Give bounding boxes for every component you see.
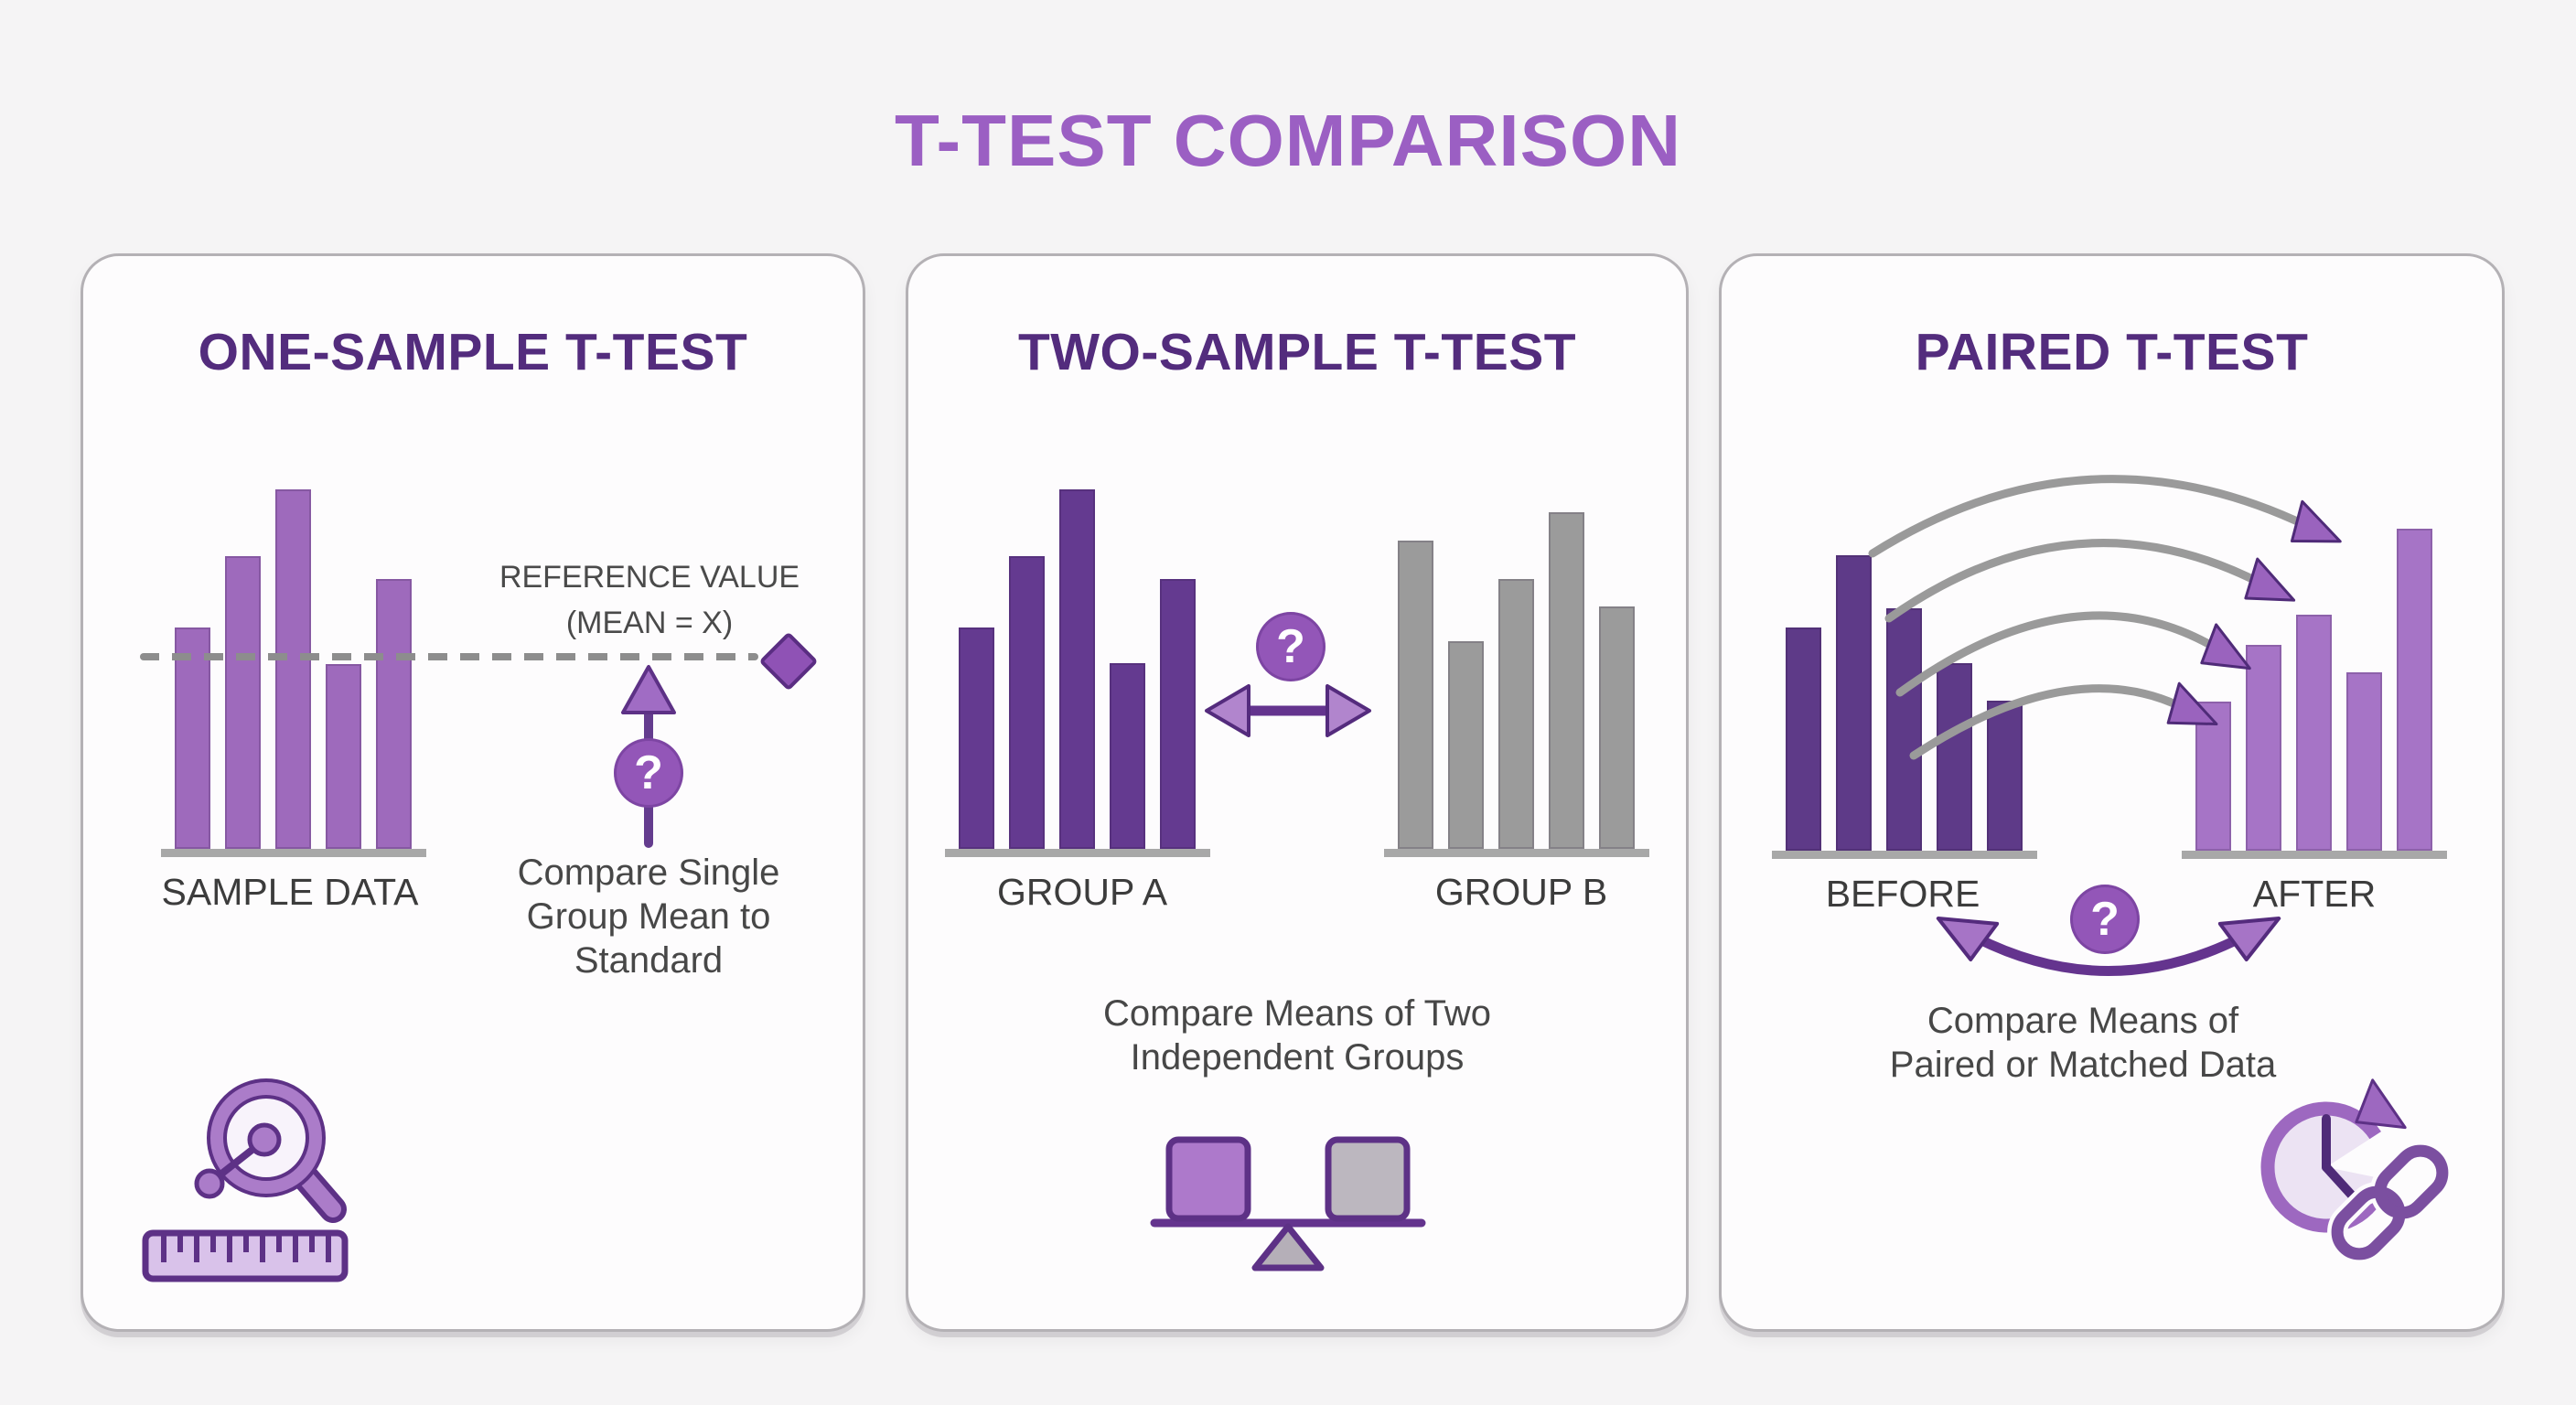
after-label: AFTER: [2252, 873, 2377, 915]
reference-value-line1: REFERENCE VALUE: [499, 560, 800, 595]
clock-icon: [2260, 1078, 2456, 1233]
bar: [1549, 512, 1584, 849]
clock-link-icon: [2260, 1078, 2456, 1264]
question-mark-badge: ?: [1256, 612, 1326, 681]
desc-line: Group Mean to: [526, 896, 771, 937]
desc-line: Compare Means of Two: [1103, 993, 1491, 1034]
reference-value-line2: (MEAN = X): [565, 606, 734, 640]
bar: [1009, 556, 1045, 849]
double-arrow-icon: [1205, 684, 1371, 737]
desc-line: Compare Single: [517, 853, 780, 893]
magnifier-ruler-icon: [142, 1078, 349, 1282]
bar: [2195, 702, 2231, 851]
bar: [1987, 701, 2023, 851]
bar: [376, 579, 412, 849]
chart-baseline: [1772, 851, 2037, 859]
desc-line: Paired or Matched Data: [1889, 1045, 2277, 1085]
bar: [1448, 641, 1484, 849]
after-chart: [2195, 485, 2432, 851]
reference-dashed-line: [140, 653, 758, 660]
bar: [175, 627, 210, 849]
bar: [1398, 541, 1433, 849]
group-a-label: GROUP A: [996, 871, 1168, 913]
bar: [959, 627, 994, 849]
two-sample-title: TWO-SAMPLE T-TEST: [1017, 323, 1577, 381]
group-a-chart: [959, 483, 1196, 849]
paired-title: PAIRED T-TEST: [1915, 323, 2309, 381]
scale-fulcrum: [1251, 1223, 1325, 1271]
paired-description: Compare Means of Paired or Matched Data: [1827, 999, 2339, 1087]
chart-baseline: [2182, 851, 2447, 859]
page-title: T-TEST COMPARISON: [895, 100, 1681, 181]
bar: [1059, 489, 1095, 849]
ruler-icon: [142, 1229, 349, 1282]
bar: [1886, 608, 1922, 851]
chain-link-icon: [2327, 1141, 2453, 1264]
desc-line: Independent Groups: [1130, 1037, 1465, 1078]
paired-card: PAIRED T-TEST BEFORE AFTER ? Compare Mea…: [1719, 253, 2505, 1332]
bar: [225, 556, 261, 849]
sample-data-chart: [175, 483, 412, 849]
bar: [2346, 672, 2382, 851]
two-sample-description: Compare Means of Two Independent Groups: [1041, 992, 1553, 1079]
bar: [1160, 579, 1196, 849]
bar: [1836, 555, 1872, 851]
two-sample-card: TWO-SAMPLE T-TEST GROUP A GROUP B ? Comp…: [906, 253, 1689, 1332]
group-b-label: GROUP B: [1434, 871, 1608, 913]
purple-weight: [1165, 1136, 1251, 1222]
gray-weight: [1325, 1136, 1411, 1222]
bar: [1498, 579, 1534, 849]
bar: [1937, 663, 1972, 851]
bar: [2397, 529, 2432, 851]
magnifier-icon: [194, 1078, 347, 1223]
question-mark-badge: ?: [614, 738, 683, 808]
one-sample-card: ONE-SAMPLE T-TEST REFERENCE VALUE (MEAN …: [80, 253, 865, 1332]
bar: [1786, 627, 1821, 851]
sample-data-label: SAMPLE DATA: [161, 871, 419, 913]
reference-value-label: REFERENCE VALUE (MEAN = X): [439, 554, 860, 646]
bar: [275, 489, 311, 849]
group-b-chart: [1398, 483, 1635, 849]
bar: [2296, 615, 2332, 851]
before-label: BEFORE: [1825, 873, 1980, 915]
one-sample-description: Compare Single Group Mean to Standard: [456, 851, 841, 982]
one-sample-title: ONE-SAMPLE T-TEST: [198, 323, 748, 381]
desc-line: Compare Means of: [1927, 1001, 2239, 1041]
desc-line: Standard: [574, 940, 724, 981]
chart-baseline: [1384, 849, 1649, 857]
bar: [1110, 663, 1145, 849]
bar: [1599, 606, 1635, 849]
clock-hands: [2322, 1114, 2358, 1202]
bar: [2246, 645, 2281, 851]
before-chart: [1786, 485, 2023, 851]
chart-baseline: [161, 849, 426, 857]
bar: [326, 664, 361, 849]
chart-baseline: [945, 849, 1210, 857]
balance-scale-icon: [1150, 1136, 1426, 1271]
question-mark-badge: ?: [2070, 885, 2140, 954]
